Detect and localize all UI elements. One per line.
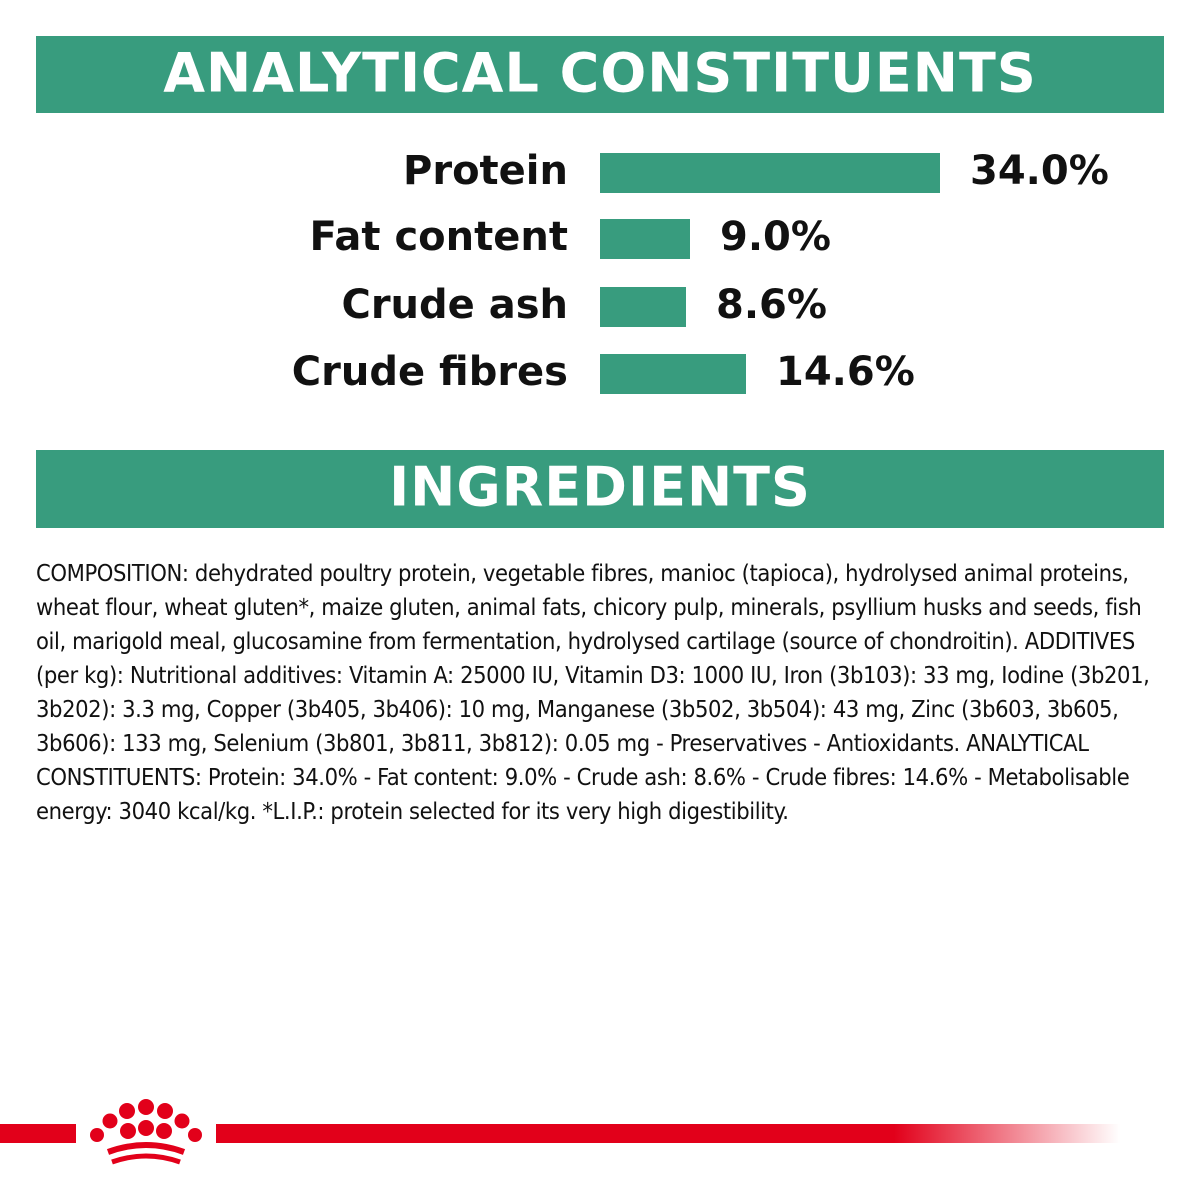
ingredients-text: COMPOSITION: dehydrated poultry protein,… [36, 559, 1150, 825]
bar [600, 219, 690, 259]
section-banner [36, 450, 1164, 528]
bar [600, 153, 940, 193]
category-label: Crude fibres [292, 349, 568, 395]
bar [600, 287, 686, 327]
value-label: 8.6% [716, 282, 827, 328]
value-label: 34.0% [970, 148, 1109, 194]
footer-logo [0, 1099, 1120, 1165]
value-label: 9.0% [720, 214, 831, 260]
category-label: Crude ash [341, 282, 568, 328]
section-title: INGREDIENTS [389, 456, 811, 519]
category-label: Protein [403, 148, 568, 194]
value-label: 14.6% [776, 349, 915, 395]
category-label: Fat content [309, 214, 568, 260]
chart-title: ANALYTICAL CONSTITUENTS [163, 42, 1036, 105]
title-banner [36, 36, 1164, 113]
bar [600, 354, 746, 394]
